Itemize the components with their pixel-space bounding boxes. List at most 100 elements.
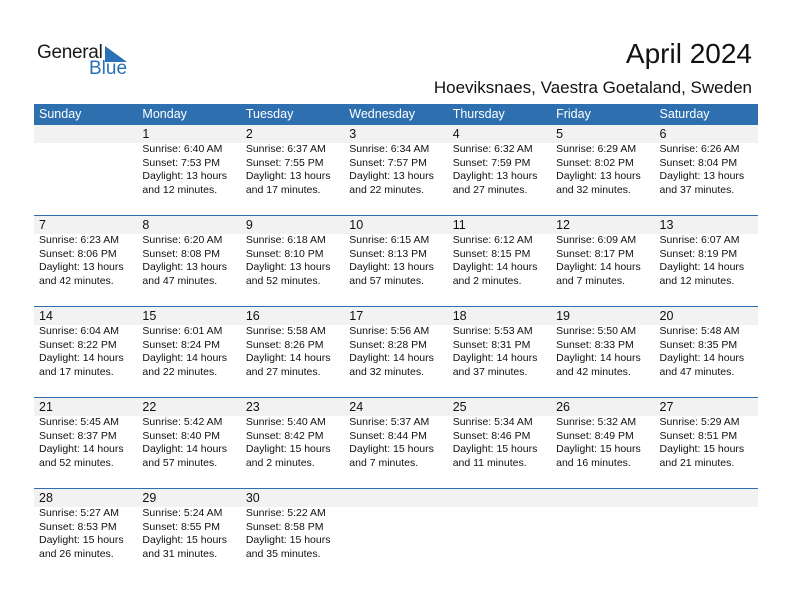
daylight-text: Daylight: 14 hours: [452, 352, 538, 364]
daylight-minutes-text: and 12 minutes.: [659, 274, 735, 287]
daylight-text: Daylight: 15 hours: [452, 443, 538, 455]
sunrise-text: Sunrise: 5:50 AM: [556, 325, 637, 337]
generalblue-logo: General Blue: [37, 42, 132, 82]
sunset-text: Sunset: 7:57 PM: [349, 156, 427, 169]
sunset-text: Sunset: 8:26 PM: [245, 338, 324, 351]
sunrise-text: Sunrise: 5:40 AM: [245, 416, 326, 428]
day-number: 29: [142, 491, 157, 505]
day-number: 12: [556, 218, 571, 232]
day-number: 21: [39, 400, 53, 414]
day-number: 6: [659, 127, 667, 141]
day-number: 28: [39, 491, 53, 505]
daylight-text: Daylight: 15 hours: [39, 534, 124, 546]
sunrise-text: Sunrise: 6:20 AM: [142, 234, 223, 246]
daylight-minutes-text: and 22 minutes.: [349, 183, 424, 196]
sunrise-text: Sunrise: 5:53 AM: [452, 325, 533, 337]
daylight-minutes-text: and 52 minutes.: [39, 456, 114, 469]
day-number: 22: [142, 400, 157, 414]
day-cell: 24 Sunrise: 5:37 AM Sunset: 8:44 PM Dayligh…: [344, 398, 447, 487]
day-number: 18: [452, 309, 467, 323]
daylight-text: Daylight: 14 hours: [142, 443, 228, 455]
daylight-minutes-text: and 21 minutes.: [659, 456, 735, 469]
sunset-text: Sunset: 8:17 PM: [556, 247, 634, 260]
sunset-text: Sunset: 8:15 PM: [452, 247, 531, 260]
sunset-text: Sunset: 8:33 PM: [556, 338, 634, 351]
daylight-minutes-text: and 27 minutes.: [245, 365, 321, 378]
sunset-text: Sunset: 8:58 PM: [245, 520, 324, 533]
daylight-text: Daylight: 15 hours: [556, 443, 641, 455]
daylight-minutes-text: and 32 minutes.: [349, 365, 424, 378]
daylight-text: Daylight: 15 hours: [349, 443, 434, 455]
daylight-minutes-text: and 16 minutes.: [556, 456, 631, 469]
daylight-text: Daylight: 15 hours: [245, 443, 331, 455]
empty-cell: [655, 489, 758, 578]
daylight-text: Daylight: 14 hours: [142, 352, 228, 364]
sunset-text: Sunset: 7:59 PM: [452, 156, 531, 169]
day-cell: 6 Sunrise: 6:26 AM Sunset: 8:04 PM Daylight…: [655, 125, 758, 214]
day-cell: 17 Sunrise: 5:56 AM Sunset: 8:28 PM Dayligh…: [344, 307, 447, 396]
daylight-minutes-text: and 7 minutes.: [349, 456, 419, 469]
logo-text-blue: Blue: [89, 58, 128, 79]
daylight-text: Daylight: 13 hours: [142, 170, 228, 182]
sunset-text: Sunset: 7:55 PM: [245, 156, 324, 169]
sunrise-text: Sunrise: 6:09 AM: [556, 234, 637, 246]
daylight-minutes-text: and 42 minutes.: [39, 274, 114, 287]
day-cell: 15 Sunrise: 6:01 AM Sunset: 8:24 PM Dayligh…: [137, 307, 240, 396]
week-row: 28 Sunrise: 5:27 AM Sunset: 8:53 PM Dayligh…: [34, 488, 758, 579]
daylight-minutes-text: and 2 minutes.: [245, 456, 315, 469]
sunrise-text: Sunrise: 6:29 AM: [556, 143, 637, 155]
day-cell: 13 Sunrise: 6:07 AM Sunset: 8:19 PM Dayligh…: [655, 216, 758, 305]
sunset-text: Sunset: 8:37 PM: [39, 429, 117, 442]
day-number: 25: [452, 400, 467, 414]
empty-cell: [344, 489, 447, 578]
daylight-text: Daylight: 15 hours: [142, 534, 228, 546]
empty-cell: [551, 489, 654, 578]
day-number: 17: [349, 309, 364, 323]
weekday-header: Sunday Monday Tuesday Wednesday Thursday Frid…: [34, 104, 758, 125]
sunrise-text: Sunrise: 5:27 AM: [39, 507, 119, 519]
day-cell: 30 Sunrise: 5:22 AM Sunset: 8:58 PM Dayligh…: [241, 489, 344, 578]
day-cell: 27 Sunrise: 5:29 AM Sunset: 8:51 PM Dayligh…: [655, 398, 758, 487]
daylight-minutes-text: and 17 minutes.: [39, 365, 114, 378]
sunset-text: Sunset: 8:06 PM: [39, 247, 117, 260]
sunrise-text: Sunrise: 6:26 AM: [659, 143, 740, 155]
day-number-strip: [34, 216, 758, 234]
day-number: 11: [452, 218, 466, 232]
day-number: 1: [142, 127, 150, 141]
sunrise-text: Sunrise: 6:23 AM: [39, 234, 119, 246]
weekday-friday: Friday: [556, 107, 591, 121]
daylight-text: Daylight: 13 hours: [142, 261, 228, 273]
day-cell: 23 Sunrise: 5:40 AM Sunset: 8:42 PM Dayligh…: [241, 398, 344, 487]
day-cell: 18 Sunrise: 5:53 AM Sunset: 8:31 PM Dayligh…: [448, 307, 551, 396]
day-cell: 22 Sunrise: 5:42 AM Sunset: 8:40 PM Dayligh…: [137, 398, 240, 487]
sunrise-text: Sunrise: 5:22 AM: [245, 507, 326, 519]
daylight-minutes-text: and 57 minutes.: [142, 456, 218, 469]
weekday-thursday: Thursday: [452, 107, 505, 121]
daylight-minutes-text: and 31 minutes.: [142, 547, 218, 560]
daylight-text: Daylight: 13 hours: [349, 170, 434, 182]
sunrise-text: Sunrise: 6:40 AM: [142, 143, 223, 155]
sunrise-text: Sunrise: 5:34 AM: [452, 416, 533, 428]
sunrise-text: Sunrise: 6:37 AM: [245, 143, 326, 155]
day-cell: 12 Sunrise: 6:09 AM Sunset: 8:17 PM Dayligh…: [551, 216, 654, 305]
day-cell: 20 Sunrise: 5:48 AM Sunset: 8:35 PM Dayligh…: [655, 307, 758, 396]
daylight-text: Daylight: 13 hours: [659, 170, 745, 182]
logo-text-general: General: [37, 42, 103, 63]
daylight-text: Daylight: 14 hours: [349, 352, 434, 364]
day-number: 27: [659, 400, 674, 414]
weekday-sunday: Sunday: [39, 107, 82, 121]
daylight-text: Daylight: 14 hours: [659, 261, 745, 273]
weekday-monday: Monday: [142, 107, 187, 121]
sunrise-text: Sunrise: 6:34 AM: [349, 143, 430, 155]
sunrise-text: Sunrise: 5:24 AM: [142, 507, 223, 519]
daylight-text: Daylight: 13 hours: [349, 261, 434, 273]
sunset-text: Sunset: 8:04 PM: [659, 156, 738, 169]
week-row: 21 Sunrise: 5:45 AM Sunset: 8:37 PM Dayligh…: [34, 397, 758, 488]
day-cell: 3 Sunrise: 6:34 AM Sunset: 7:57 PM Daylight…: [344, 125, 447, 214]
sunset-text: Sunset: 8:22 PM: [39, 338, 117, 351]
sunrise-text: Sunrise: 5:48 AM: [659, 325, 740, 337]
daylight-minutes-text: and 47 minutes.: [142, 274, 218, 287]
sunrise-text: Sunrise: 5:56 AM: [349, 325, 430, 337]
sunset-text: Sunset: 8:44 PM: [349, 429, 427, 442]
daylight-minutes-text: and 27 minutes.: [452, 183, 528, 196]
